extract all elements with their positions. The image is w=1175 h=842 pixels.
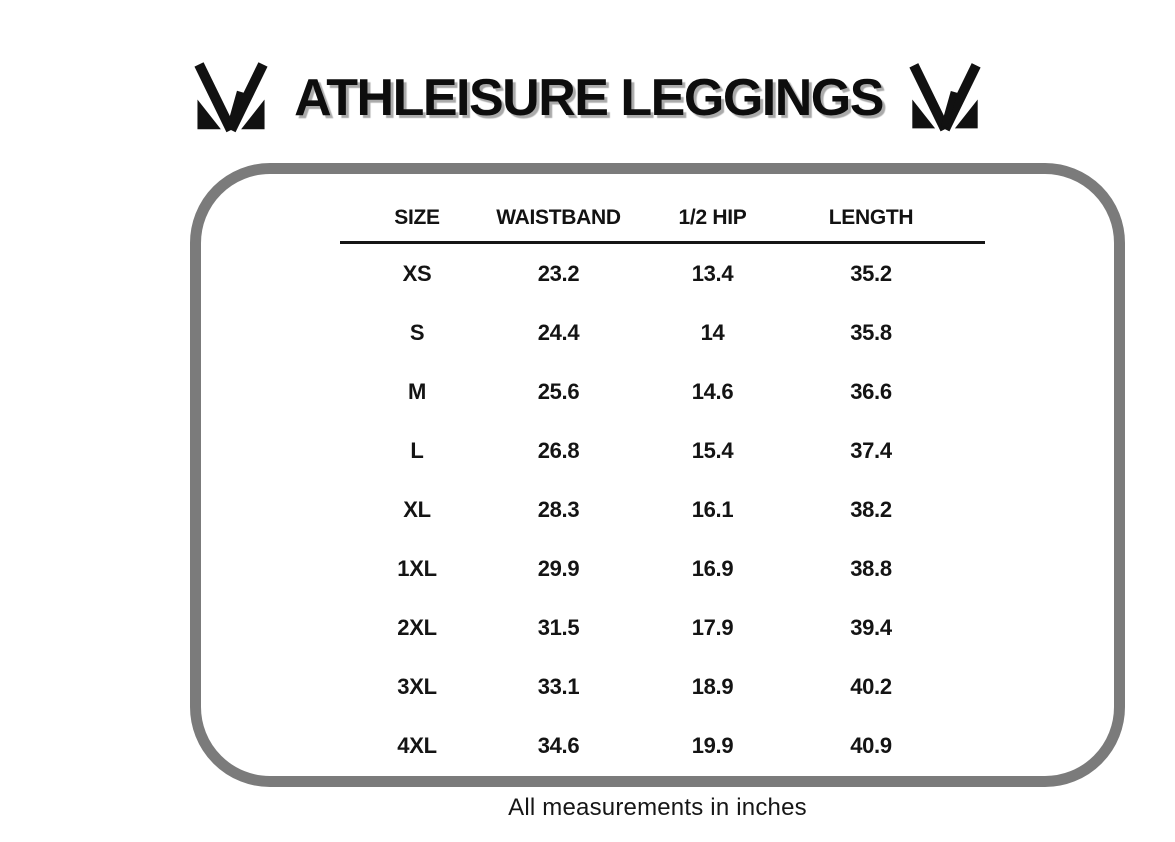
length-value: 37.4 xyxy=(850,437,892,463)
chart-frame-border xyxy=(190,163,1125,787)
header-divider-line xyxy=(340,241,985,244)
length-value: 39.4 xyxy=(850,614,892,640)
column-header-size: SIZE xyxy=(394,206,440,229)
brand-logo-icon xyxy=(194,62,268,133)
table-row: S 24.4 14 35.8 xyxy=(340,303,985,362)
size-label: 1XL xyxy=(397,555,437,581)
half-hip-value: 15.4 xyxy=(691,437,734,463)
size-label: M xyxy=(407,378,427,404)
table-row: L 26.8 15.4 37.4 xyxy=(340,421,985,480)
waistband-value: 31.5 xyxy=(537,614,580,640)
brand-logo-icon xyxy=(909,63,981,132)
length-value: 38.2 xyxy=(850,496,892,522)
table-row: M 25.6 14.6 36.6 xyxy=(340,362,985,421)
length-value: 35.2 xyxy=(850,260,892,286)
half-hip-value: 14.6 xyxy=(691,378,734,404)
column-header-length: LENGTH xyxy=(828,206,914,229)
column-header-half-hip: 1/2 HIP xyxy=(678,206,747,229)
waistband-value: 28.3 xyxy=(537,496,580,522)
waistband-value: 29.9 xyxy=(537,555,580,581)
waistband-value: 33.1 xyxy=(537,673,580,699)
page-title: ATHLEISURE LEGGINGS xyxy=(294,69,884,127)
half-hip-value: 17.9 xyxy=(691,614,734,640)
waistband-value: 26.8 xyxy=(537,437,580,463)
waistband-value: 23.2 xyxy=(537,260,580,286)
table-row: 2XL 31.5 17.9 39.4 xyxy=(340,598,985,657)
table-header-row: SIZE WAISTBAND 1/2 HIP LENGTH xyxy=(340,195,985,241)
table-row: 4XL 34.6 19.9 40.9 xyxy=(340,716,985,775)
waistband-value: 34.6 xyxy=(537,732,580,758)
size-table: SIZE WAISTBAND 1/2 HIP LENGTH XS 23.2 13… xyxy=(340,195,985,775)
table-row: XL 28.3 16.1 38.2 xyxy=(340,480,985,539)
table-row: 1XL 29.9 16.9 38.8 xyxy=(340,539,985,598)
size-label: L xyxy=(410,437,424,463)
half-hip-value: 19.9 xyxy=(691,732,734,758)
measurements-note: All measurements in inches xyxy=(508,794,807,821)
size-label: S xyxy=(409,319,425,345)
half-hip-value: 18.9 xyxy=(691,673,734,699)
title-row: ATHLEISURE LEGGINGS xyxy=(0,62,1175,134)
half-hip-value: 14 xyxy=(700,319,725,345)
length-value: 35.8 xyxy=(850,319,892,345)
waistband-value: 25.6 xyxy=(537,378,580,404)
column-header-waistband: WAISTBAND xyxy=(496,206,621,229)
size-label: XL xyxy=(403,496,431,522)
size-label: 4XL xyxy=(397,732,437,758)
table-row: 3XL 33.1 18.9 40.2 xyxy=(340,657,985,716)
half-hip-value: 16.1 xyxy=(691,496,734,522)
size-label: 2XL xyxy=(397,614,437,640)
size-label: XS xyxy=(402,260,432,286)
waistband-value: 24.4 xyxy=(537,319,580,345)
half-hip-value: 13.4 xyxy=(691,260,734,286)
length-value: 40.9 xyxy=(850,732,892,758)
length-value: 36.6 xyxy=(850,378,892,404)
table-row: XS 23.2 13.4 35.2 xyxy=(340,244,985,303)
length-value: 38.8 xyxy=(850,555,892,581)
size-label: 3XL xyxy=(397,673,437,699)
half-hip-value: 16.9 xyxy=(691,555,734,581)
length-value: 40.2 xyxy=(850,673,892,699)
